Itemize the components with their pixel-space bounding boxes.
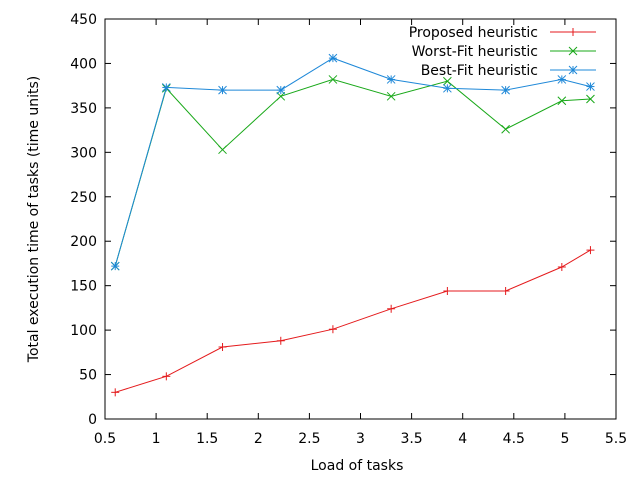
legend-label: Worst-Fit heuristic <box>412 44 538 60</box>
data-point <box>162 372 171 381</box>
y-tick-label: 250 <box>70 190 97 206</box>
y-tick-label: 0 <box>88 412 97 428</box>
legend-marker-stroke <box>568 65 578 75</box>
data-point <box>557 75 567 84</box>
x-tick-label: 2.5 <box>298 431 320 447</box>
data-point <box>501 85 510 95</box>
y-tick-label: 150 <box>70 279 97 295</box>
data-point <box>218 85 227 95</box>
data-point <box>557 96 567 106</box>
data-point-stroke <box>218 85 227 95</box>
data-point <box>557 263 566 271</box>
data-point <box>386 75 396 84</box>
data-point <box>218 145 227 155</box>
x-axis: 0.5 1 1.5 2 2.5 3 3.5 4 4.5 5 5.5 <box>94 19 627 447</box>
data-point <box>328 325 337 334</box>
y-tick-label: 100 <box>70 323 97 339</box>
y-tick-label: 350 <box>70 101 97 117</box>
data-point <box>328 53 338 63</box>
series-line-worst-fit-heuristic <box>114 78 591 267</box>
data-point <box>276 336 285 345</box>
data-point-stroke <box>276 91 286 101</box>
legend-label: Proposed heuristic <box>409 25 538 41</box>
data-point-stroke <box>218 145 227 155</box>
data-point <box>501 124 510 134</box>
data-point-stroke <box>586 94 595 104</box>
x-tick-label: 4 <box>458 431 467 447</box>
x-tick-label: 3 <box>356 431 365 447</box>
series-line-proposed-heuristic <box>115 249 591 393</box>
data-point <box>111 388 120 397</box>
data-point <box>328 75 338 84</box>
legend-marker-stroke <box>568 46 578 56</box>
legend: Proposed heuristic Worst-Fit heuristic Bes… <box>409 25 596 79</box>
data-point-stroke <box>386 91 396 101</box>
legend-entry-best-fit-heuristic: Best-Fit heuristic <box>421 63 596 79</box>
y-tick-label: 450 <box>70 12 97 28</box>
x-tick-label: 5.5 <box>605 431 627 447</box>
x-tick-label: 3.5 <box>400 431 422 447</box>
series-proposed-heuristic <box>111 246 595 397</box>
legend-marker <box>569 28 577 36</box>
data-point <box>110 261 120 271</box>
data-point-stroke <box>586 82 595 91</box>
data-point <box>501 287 510 295</box>
data-point <box>586 246 595 255</box>
y-tick-label: 50 <box>79 368 97 384</box>
x-tick-label: 5 <box>560 431 569 447</box>
legend-entry-proposed-heuristic: Proposed heuristic <box>409 25 596 41</box>
data-point <box>218 343 227 351</box>
y-tick-label: 300 <box>70 145 97 161</box>
x-tick-label: 0.5 <box>94 431 116 447</box>
x-axis-label: Load of tasks <box>311 458 404 474</box>
data-point <box>586 94 595 104</box>
data-point-stroke <box>386 75 396 84</box>
series-layer <box>110 53 595 397</box>
data-point-stroke <box>161 83 171 92</box>
x-tick-label: 1 <box>152 431 161 447</box>
data-point-stroke <box>443 76 452 86</box>
x-tick-label: 4.5 <box>503 431 525 447</box>
y-axis-label: Total execution time of tasks (time unit… <box>26 76 42 363</box>
legend-label: Best-Fit heuristic <box>421 63 538 79</box>
data-point-stroke <box>276 85 286 95</box>
data-point <box>387 304 396 313</box>
series-worst-fit-heuristic <box>110 75 595 271</box>
legend-marker <box>568 65 578 75</box>
data-point <box>586 82 595 91</box>
data-point <box>386 91 396 101</box>
y-tick-label: 200 <box>70 234 97 250</box>
plot-frame <box>104 18 617 420</box>
data-point-stroke <box>557 96 567 106</box>
data-point-stroke <box>328 53 338 63</box>
data-point <box>443 287 452 295</box>
series-line-best-fit-heuristic <box>114 57 591 267</box>
data-point-stroke <box>501 85 510 95</box>
legend-marker <box>568 46 578 56</box>
data-point <box>276 91 286 101</box>
y-tick-label: 400 <box>70 56 97 72</box>
data-point <box>443 83 452 93</box>
data-point-stroke <box>328 75 338 84</box>
x-tick-label: 2 <box>254 431 263 447</box>
data-point-stroke <box>110 261 120 271</box>
data-point-stroke <box>557 75 567 84</box>
legend-entry-worst-fit-heuristic: Worst-Fit heuristic <box>412 44 596 60</box>
y-axis: 0 50 100 150 200 250 300 350 400 450 <box>70 12 616 428</box>
data-point-stroke <box>501 124 510 134</box>
series-best-fit-heuristic <box>110 53 595 271</box>
data-point-stroke <box>443 83 452 93</box>
x-tick-label: 1.5 <box>196 431 218 447</box>
data-point <box>161 83 171 92</box>
data-point <box>443 76 452 86</box>
data-point <box>276 85 286 95</box>
